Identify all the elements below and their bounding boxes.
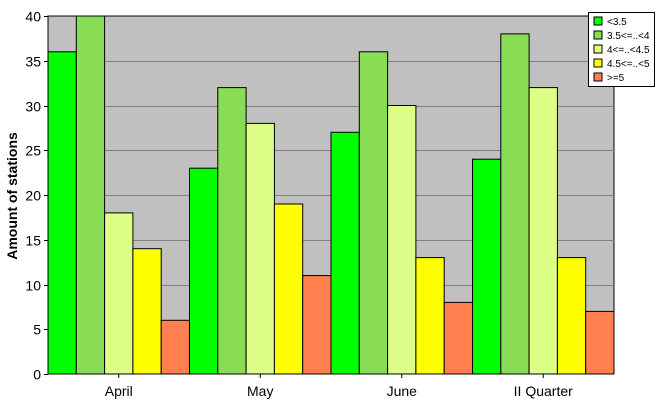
bar bbox=[330, 131, 360, 375]
legend-label: >=5 bbox=[607, 73, 625, 84]
bar bbox=[75, 15, 106, 375]
bar bbox=[132, 248, 162, 375]
bar bbox=[443, 301, 474, 375]
x-axis: April May June II Quarter bbox=[105, 374, 573, 399]
bar bbox=[500, 33, 530, 375]
bar bbox=[472, 158, 502, 375]
bar bbox=[245, 122, 275, 375]
bar bbox=[217, 87, 247, 375]
bar bbox=[302, 275, 332, 375]
bar bbox=[528, 87, 558, 375]
legend-label: <3.5 bbox=[607, 17, 627, 28]
y-tick-label: 15 bbox=[25, 233, 41, 249]
y-tick-label: 40 bbox=[25, 9, 41, 25]
bar bbox=[104, 212, 134, 375]
bar bbox=[189, 167, 219, 375]
bar bbox=[387, 105, 417, 375]
bar bbox=[585, 310, 615, 375]
legend-swatch bbox=[593, 44, 603, 54]
bar bbox=[415, 257, 445, 375]
legend-swatch bbox=[593, 72, 603, 82]
legend-label: 3.5<=..<4 bbox=[607, 31, 650, 42]
bar bbox=[358, 51, 389, 375]
legend-swatch bbox=[593, 30, 603, 40]
legend-swatch bbox=[593, 16, 603, 26]
x-tick-label: June bbox=[387, 383, 418, 399]
legend-swatch bbox=[593, 58, 603, 68]
y-tick-label: 25 bbox=[25, 143, 41, 159]
y-axis: 0 5 10 15 20 25 30 35 40 bbox=[25, 9, 48, 383]
bar bbox=[160, 319, 190, 375]
bars bbox=[47, 15, 615, 375]
x-tick-label: May bbox=[247, 383, 273, 399]
bar bbox=[47, 51, 77, 375]
y-tick-label: 30 bbox=[25, 99, 41, 115]
legend-label: 4.5<=..<5 bbox=[607, 59, 650, 70]
y-tick-label: 0 bbox=[33, 367, 41, 383]
bar bbox=[273, 203, 304, 375]
legend: <3.5 3.5<=..<4 4<=..<4.5 4.5<=..<5 >=5 bbox=[588, 12, 655, 87]
x-tick-label: April bbox=[105, 383, 133, 399]
y-tick-label: 20 bbox=[25, 188, 41, 204]
y-tick-label: 35 bbox=[25, 54, 41, 70]
x-tick-label: II Quarter bbox=[514, 383, 573, 399]
y-axis-title: Amount of stations bbox=[4, 132, 20, 260]
y-tick-label: 10 bbox=[25, 278, 41, 294]
bar bbox=[556, 257, 587, 375]
y-tick-label: 5 bbox=[33, 322, 41, 338]
legend-label: 4<=..<4.5 bbox=[607, 45, 650, 56]
